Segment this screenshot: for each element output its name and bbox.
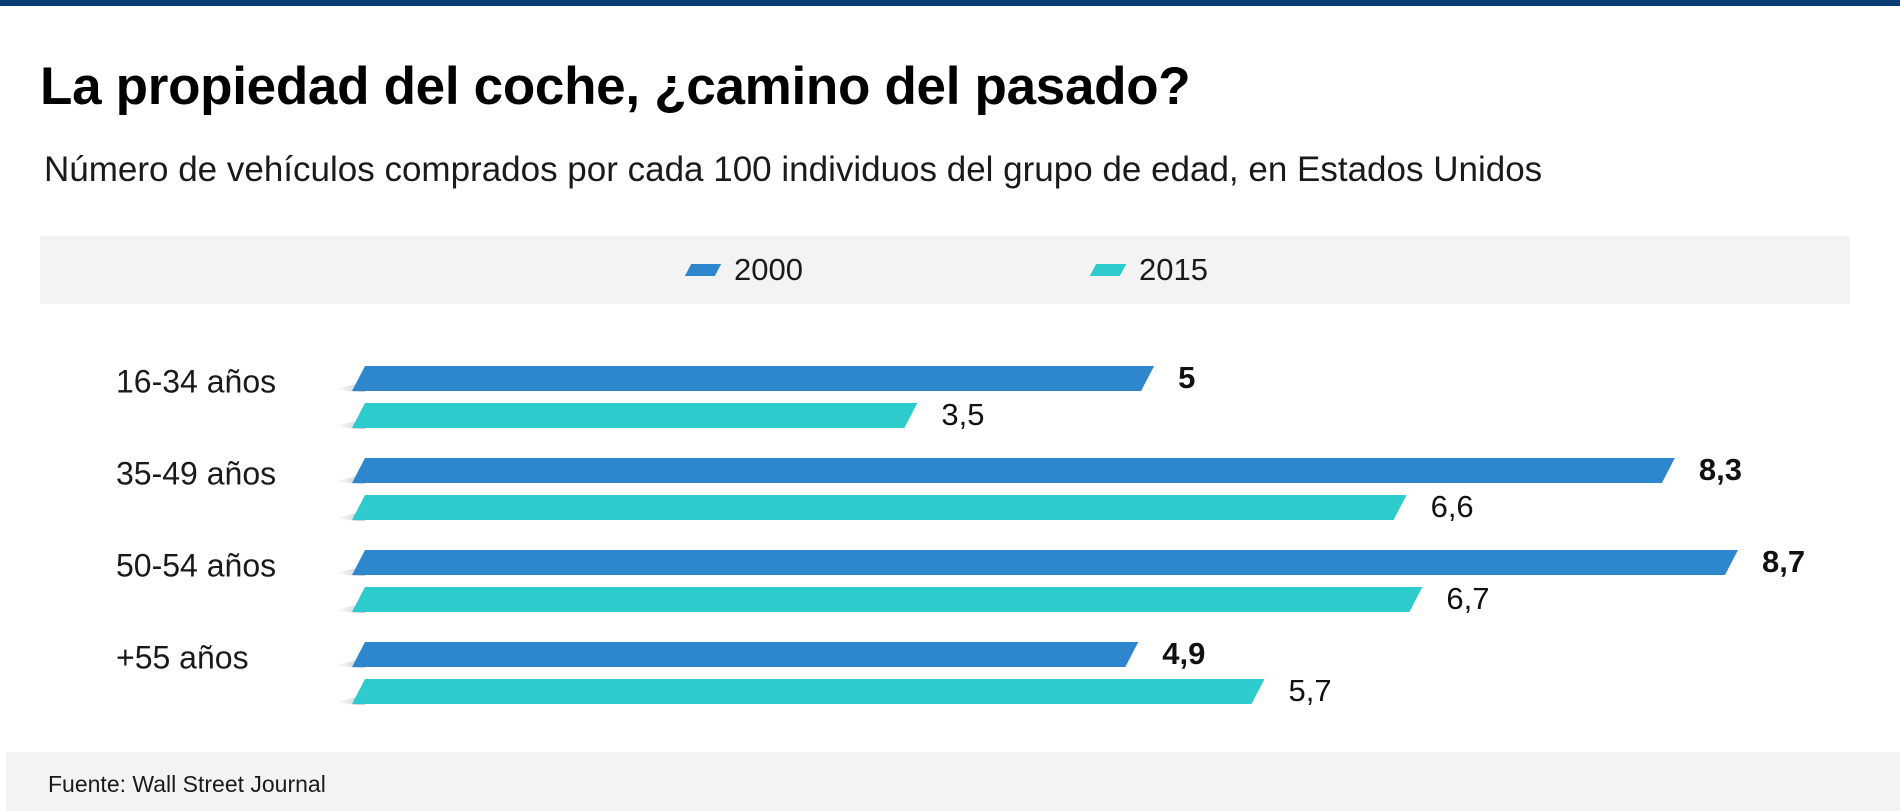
category-label: 50-54 años	[116, 547, 276, 583]
data-label-2015: 6,7	[1446, 581, 1489, 616]
legend-swatch-2000	[684, 264, 722, 276]
bar-2000-1	[352, 458, 1675, 483]
data-label-2000: 8,3	[1699, 452, 1742, 487]
category-label: +55 años	[116, 639, 249, 675]
top-accent-bar	[0, 0, 1900, 6]
legend-swatch-2015	[1089, 264, 1127, 276]
bar-2015-0	[352, 403, 918, 428]
legend-item-2015[interactable]: 2015	[1089, 236, 1208, 304]
bar-2000-3	[352, 642, 1139, 667]
bar-2000-2	[352, 550, 1738, 575]
data-label-2015: 3,5	[941, 397, 984, 432]
legend: 2000 2015	[40, 236, 1850, 304]
chart-title: La propiedad del coche, ¿camino del pasa…	[40, 57, 1191, 116]
data-label-2015: 5,7	[1289, 673, 1332, 708]
category-label: 16-34 años	[116, 363, 276, 399]
legend-item-2000[interactable]: 2000	[684, 236, 803, 304]
bar-2000-0	[352, 366, 1155, 391]
category-label: 35-49 años	[116, 455, 276, 491]
bar-2015-1	[352, 495, 1407, 520]
source-note: Fuente: Wall Street Journal	[48, 771, 326, 797]
data-label-2015: 6,6	[1431, 489, 1474, 524]
legend-label-2015: 2015	[1139, 252, 1208, 287]
data-label-2000: 8,7	[1762, 544, 1805, 579]
bar-2015-3	[352, 679, 1265, 704]
footer-band: Fuente: Wall Street Journal	[6, 752, 1900, 811]
chart-subtitle: Número de vehículos comprados por cada 1…	[44, 150, 1543, 189]
bar-2015-2	[352, 587, 1423, 612]
bar-chart: 16-34 años 5 3,5 35-49 años 8,3 6,6 50-54 años…	[116, 360, 1805, 708]
data-label-2000: 5	[1178, 360, 1195, 395]
data-label-2000: 4,9	[1162, 636, 1205, 671]
legend-label-2000: 2000	[734, 252, 803, 287]
